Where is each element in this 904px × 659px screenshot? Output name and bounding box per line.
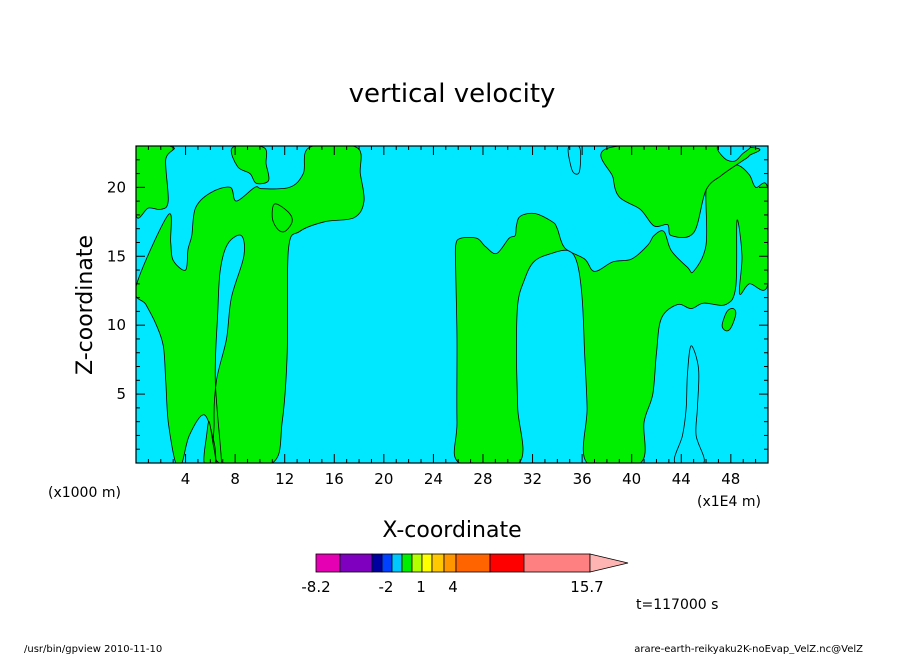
colorbar-label: 15.7: [570, 578, 603, 596]
x-tick-label: 44: [672, 470, 691, 488]
x-tick-label: 32: [523, 470, 542, 488]
y-tick-label: 15: [107, 247, 126, 265]
positive-island-2: [203, 421, 217, 463]
footer-left: /usr/bin/gpview 2010-11-10: [24, 644, 162, 654]
x-unit-right: (x1E4 m): [697, 494, 761, 510]
chart-title: vertical velocity: [349, 79, 556, 109]
negative-velocity-islands: [567, 146, 751, 463]
colorbar-segment: [489, 553, 525, 573]
colorbar-segment: [339, 553, 373, 573]
positive-region-5: [453, 163, 768, 463]
positive-region-2: [136, 146, 365, 463]
colorbar-segment: [315, 553, 341, 573]
colorbar-labels: -8.2 -2 1 4 15.7: [301, 578, 603, 596]
colorbar-segment: [421, 553, 433, 573]
negative-island-3: [716, 146, 751, 162]
positive-region-6: [600, 146, 761, 238]
x-tick-label: 48: [721, 470, 740, 488]
negative-island-1: [673, 345, 705, 463]
plot-area: [136, 146, 768, 463]
y-tick-label: 5: [116, 385, 126, 403]
positive-region-4: [271, 203, 293, 233]
colorbar-segment: [411, 553, 423, 573]
x-tick-label: 24: [424, 470, 443, 488]
x-tick-label: 12: [275, 470, 294, 488]
colorbar-label: -2: [379, 578, 394, 596]
x-tick-label: 20: [374, 470, 393, 488]
positive-velocity-islands: [203, 308, 737, 463]
colorbar: [315, 553, 629, 573]
time-label: t=117000 s: [636, 597, 718, 613]
colorbar-segment: [431, 553, 445, 573]
y-tick-label: 10: [107, 316, 126, 334]
y-tick-label: 20: [107, 178, 126, 196]
x-tick-label: 8: [230, 470, 240, 488]
colorbar-label: 1: [416, 578, 426, 596]
colorbar-segment: [371, 553, 383, 573]
colorbar-segment: [381, 553, 393, 573]
colorbar-arrow: [589, 553, 629, 573]
footer-right: arare-earth-reikyaku2K-noEvap_VelZ.nc@Ve…: [634, 644, 863, 654]
colorbar-segment: [455, 553, 491, 573]
colorbar-segment: [391, 553, 403, 573]
x-tick-label: 16: [325, 470, 344, 488]
positive-velocity-layer: [136, 146, 768, 463]
x-unit-left: (x1000 m): [48, 485, 121, 501]
positive-region-3: [230, 146, 270, 185]
colorbar-label: -8.2: [301, 578, 330, 596]
y-axis-title: Z-coordinate: [73, 235, 98, 375]
colorbar-segment: [401, 553, 413, 573]
positive-island-1: [721, 308, 737, 332]
colorbar-segment: [443, 553, 457, 573]
x-tick-label: 40: [622, 470, 641, 488]
colorbar-label: 4: [448, 578, 458, 596]
axis-ticks: [135, 145, 769, 464]
x-axis-title: X-coordinate: [382, 518, 521, 543]
colorbar-segment: [523, 553, 591, 573]
x-tick-label: 28: [473, 470, 492, 488]
x-tick-label: 36: [573, 470, 592, 488]
plot-frame: [135, 145, 769, 464]
x-tick-label: 4: [181, 470, 191, 488]
